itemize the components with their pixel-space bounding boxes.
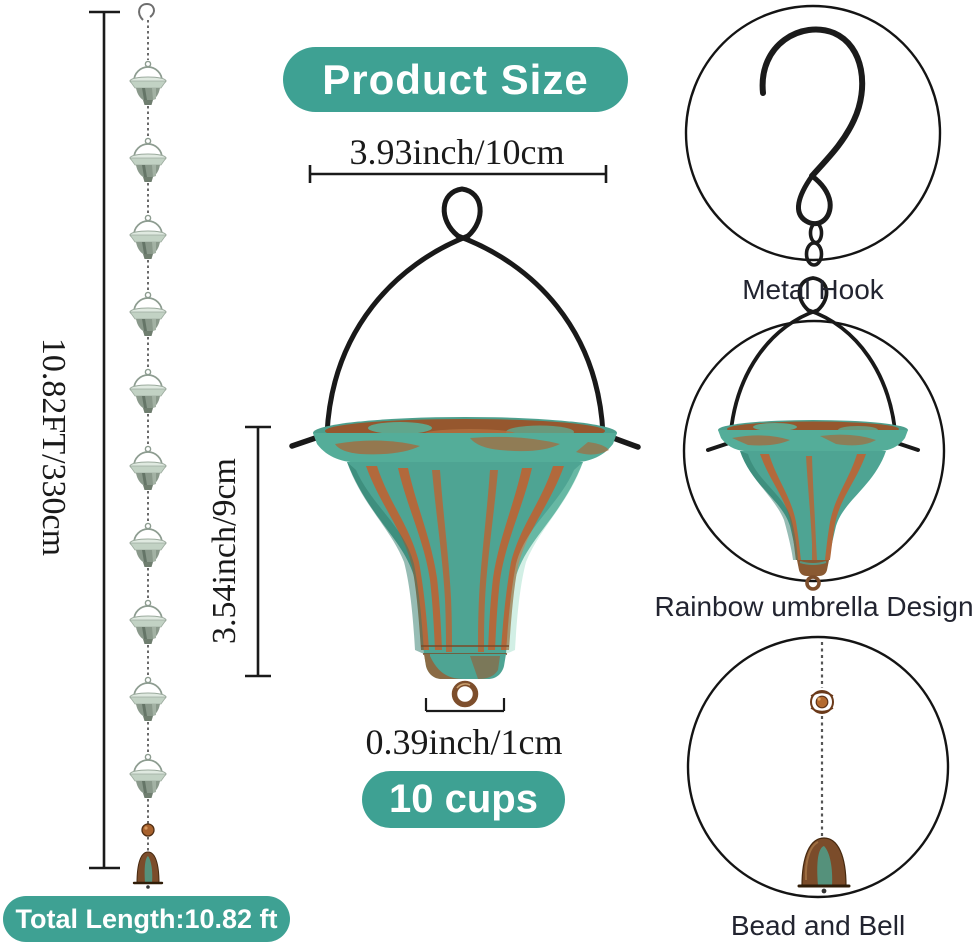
feature-circles [682, 4, 950, 899]
feature-label-umbrella-design: Rainbow umbrella Design [654, 591, 974, 622]
height-dimension-label: 3.54inch/9cm [206, 457, 243, 645]
total-length-badge-text: Total Length:10.82 ft [15, 903, 278, 934]
small-cup-bottom-loop [805, 575, 821, 591]
cups-count-badge: 10 cups [362, 771, 565, 828]
total-length-dimension-label: 10.82FT/330cm [35, 337, 72, 557]
main-cup-illustration [289, 186, 641, 708]
bell-icon [797, 837, 851, 894]
total-length-dimension-line [89, 10, 120, 870]
bead-icon [810, 690, 834, 714]
small-cup-illustration [706, 276, 920, 591]
main-cup-hanger [289, 186, 641, 450]
chain-bead-icon [141, 823, 155, 837]
total-length-badge: Total Length:10.82 ft [3, 896, 290, 942]
metal-hook-circle [684, 4, 942, 262]
chain-top-hook-icon [138, 2, 155, 21]
chain-bell-icon [132, 851, 164, 889]
product-size-badge-text: Product Size [322, 55, 589, 103]
feature-label-metal-hook: Metal Hook [742, 274, 884, 305]
bead-bell-illustration [797, 642, 851, 894]
metal-hook-illustration [759, 26, 866, 267]
product-size-badge: Product Size [283, 47, 628, 112]
hole-dimension-label: 0.39inch/1cm [365, 722, 563, 762]
umbrella-design-circle [682, 319, 946, 583]
cups-count-badge-text: 10 cups [389, 777, 538, 821]
width-dimension-line [308, 165, 608, 183]
hole-dimension-line [424, 698, 506, 713]
rain-chain-illustration [129, 2, 167, 889]
bead-bell-circle [686, 635, 950, 899]
height-dimension-line [245, 425, 271, 678]
feature-label-bead-bell: Bead and Bell [730, 910, 906, 941]
width-dimension-label: 3.93inch/10cm [349, 132, 565, 172]
